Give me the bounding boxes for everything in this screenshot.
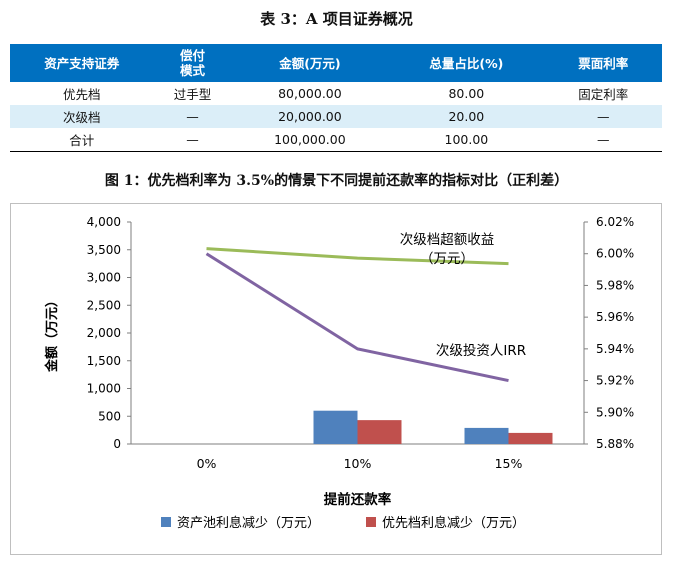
y-tick-label: 4,000 bbox=[87, 215, 121, 229]
y-tick-label: 2,500 bbox=[87, 298, 121, 312]
y-tick-label: 1,500 bbox=[87, 354, 121, 368]
table-cell: 固定利率 bbox=[578, 87, 629, 102]
table-cell: — bbox=[544, 128, 662, 152]
table-cell: 过手型 bbox=[173, 87, 212, 102]
chart-area: 0 500 1,000 1,500 2,000 2,500 3,000 3,500 4,000 5… bbox=[10, 203, 662, 555]
table-cell: 100,000.00 bbox=[231, 128, 389, 152]
y-tick-label: 3,000 bbox=[87, 271, 121, 285]
table-cell: 20.00 bbox=[388, 105, 545, 128]
table-cell: — bbox=[544, 105, 662, 128]
table-row: 优先档 过手型 80,000.00 80.00 固定利率 bbox=[10, 82, 662, 105]
combo-chart: 0 500 1,000 1,500 2,000 2,500 3,000 3,500 4,000 5… bbox=[44, 215, 634, 531]
header-cell: 偿付 模式 bbox=[153, 44, 232, 82]
table-row: 合计 — 100,000.00 100.00 — bbox=[10, 128, 662, 152]
header-cell: 资产支持证券 bbox=[10, 44, 154, 82]
y-tick-label: 1,000 bbox=[87, 382, 121, 396]
x-tick-label: 15% bbox=[495, 456, 523, 471]
y2-tick-label: 5.90% bbox=[596, 405, 634, 419]
header-cell: 总量占比(%) bbox=[388, 44, 545, 82]
y-tick-label: 2,000 bbox=[87, 326, 121, 340]
bar bbox=[464, 427, 509, 444]
bar bbox=[508, 432, 553, 444]
x-axis-title: 提前还款率 bbox=[324, 491, 392, 508]
annotation-label: 次级档超额收益 bbox=[400, 232, 495, 248]
bar bbox=[313, 410, 358, 444]
y-tick-label: 0 bbox=[113, 437, 121, 451]
table-cell: 80,000.00 bbox=[278, 86, 342, 101]
y2-tick-label: 5.94% bbox=[596, 342, 634, 356]
legend-swatch bbox=[161, 517, 171, 527]
figure-title: 图 1：优先档利率为 3.5%的情景下不同提前还款率的指标对比（正利差） bbox=[104, 173, 569, 189]
table-cell: 合计 bbox=[10, 128, 154, 152]
header-cell: 票面利率 bbox=[544, 44, 662, 82]
bar bbox=[357, 420, 402, 444]
y2-tick-label: 6.02% bbox=[596, 215, 634, 229]
table-cell: 优先档 bbox=[62, 87, 101, 102]
y2-tick-label: 5.98% bbox=[596, 278, 634, 292]
table-row: 次级档 — 20,000.00 20.00 — bbox=[10, 105, 662, 128]
legend-swatch bbox=[366, 517, 376, 527]
legend-label: 资产池利息减少（万元） bbox=[177, 515, 320, 531]
x-tick-label: 10% bbox=[344, 456, 372, 471]
y-axis-title: 金额（万元） bbox=[44, 294, 60, 373]
table-cell: 次级档 bbox=[10, 105, 154, 128]
securities-table: 资产支持证券 偿付 模式 金额(万元) 总量占比(%) 票面利率 优先档 过手型… bbox=[10, 44, 662, 152]
header-cell: 金额(万元) bbox=[231, 44, 389, 82]
y-tick-label: 500 bbox=[98, 409, 121, 423]
annotation-label: （万元） bbox=[420, 251, 474, 267]
table-cell: 100.00 bbox=[388, 128, 545, 152]
table-cell: 20,000.00 bbox=[231, 105, 389, 128]
y-tick-label: 3,500 bbox=[87, 243, 121, 257]
series-line bbox=[205, 252, 509, 383]
legend-label: 优先档利息减少（万元） bbox=[382, 515, 525, 531]
table-cell: 80.00 bbox=[448, 86, 485, 101]
series-line bbox=[206, 247, 509, 266]
x-tick-label: 0% bbox=[197, 456, 217, 471]
y2-tick-label: 5.96% bbox=[596, 310, 634, 324]
y2-tick-label: 5.92% bbox=[596, 374, 634, 388]
table-cell: — bbox=[153, 128, 232, 152]
table-header-row: 资产支持证券 偿付 模式 金额(万元) 总量占比(%) 票面利率 bbox=[10, 44, 662, 82]
y2-tick-label: 5.88% bbox=[596, 437, 634, 451]
table-cell: — bbox=[153, 105, 232, 128]
table-title: 表 3：A 项目证券概况 bbox=[260, 10, 413, 28]
y2-tick-label: 6.00% bbox=[596, 247, 634, 261]
annotation-label: 次级投资人IRR bbox=[436, 343, 526, 359]
